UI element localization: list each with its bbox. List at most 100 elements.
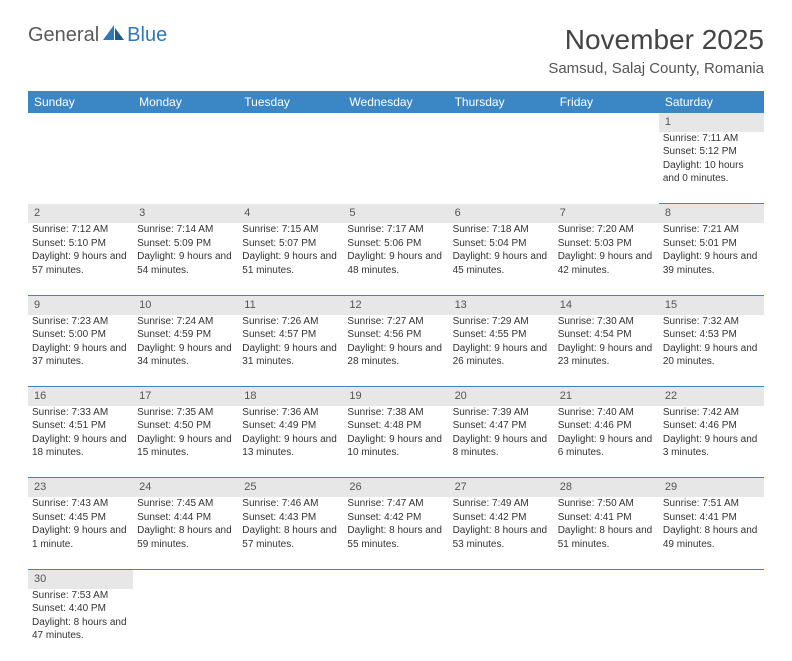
day-number: 11 — [238, 295, 343, 314]
day-cell: Sunrise: 7:23 AM Sunset: 5:00 PM Dayligh… — [28, 315, 133, 387]
day-number: 29 — [659, 478, 764, 497]
day-cell: Sunrise: 7:20 AM Sunset: 5:03 PM Dayligh… — [554, 223, 659, 295]
logo-text-blue: Blue — [127, 24, 167, 47]
day-number — [133, 569, 238, 588]
day-cell: Sunrise: 7:17 AM Sunset: 5:06 PM Dayligh… — [343, 223, 448, 295]
day-number: 22 — [659, 387, 764, 406]
daynum-row: 2345678 — [28, 204, 764, 223]
day-number: 20 — [449, 387, 554, 406]
day-cell — [28, 132, 133, 204]
day-cell: Sunrise: 7:35 AM Sunset: 4:50 PM Dayligh… — [133, 406, 238, 478]
day-cell: Sunrise: 7:50 AM Sunset: 4:41 PM Dayligh… — [554, 497, 659, 569]
day-cell: Sunrise: 7:30 AM Sunset: 4:54 PM Dayligh… — [554, 315, 659, 387]
day-cell: Sunrise: 7:46 AM Sunset: 4:43 PM Dayligh… — [238, 497, 343, 569]
day-number: 13 — [449, 295, 554, 314]
day-number: 25 — [238, 478, 343, 497]
day-data-row: Sunrise: 7:53 AM Sunset: 4:40 PM Dayligh… — [28, 589, 764, 661]
day-cell: Sunrise: 7:33 AM Sunset: 4:51 PM Dayligh… — [28, 406, 133, 478]
logo: General Blue — [28, 24, 167, 47]
day-cell: Sunrise: 7:18 AM Sunset: 5:04 PM Dayligh… — [449, 223, 554, 295]
page-title: November 2025 — [548, 24, 764, 56]
day-cell: Sunrise: 7:53 AM Sunset: 4:40 PM Dayligh… — [28, 589, 133, 661]
col-tuesday: Tuesday — [238, 91, 343, 113]
day-data-row: Sunrise: 7:12 AM Sunset: 5:10 PM Dayligh… — [28, 223, 764, 295]
day-number — [238, 569, 343, 588]
day-number — [28, 113, 133, 132]
day-cell: Sunrise: 7:38 AM Sunset: 4:48 PM Dayligh… — [343, 406, 448, 478]
day-cell: Sunrise: 7:27 AM Sunset: 4:56 PM Dayligh… — [343, 315, 448, 387]
day-number — [238, 113, 343, 132]
daynum-row: 16171819202122 — [28, 387, 764, 406]
day-cell — [343, 132, 448, 204]
day-number: 7 — [554, 204, 659, 223]
day-cell: Sunrise: 7:45 AM Sunset: 4:44 PM Dayligh… — [133, 497, 238, 569]
day-cell: Sunrise: 7:12 AM Sunset: 5:10 PM Dayligh… — [28, 223, 133, 295]
day-number — [343, 569, 448, 588]
day-number: 14 — [554, 295, 659, 314]
day-number: 8 — [659, 204, 764, 223]
location-subtitle: Samsud, Salaj County, Romania — [548, 60, 764, 77]
day-data-row: Sunrise: 7:33 AM Sunset: 4:51 PM Dayligh… — [28, 406, 764, 478]
day-data-row: Sunrise: 7:23 AM Sunset: 5:00 PM Dayligh… — [28, 315, 764, 387]
col-saturday: Saturday — [659, 91, 764, 113]
day-cell: Sunrise: 7:42 AM Sunset: 4:46 PM Dayligh… — [659, 406, 764, 478]
day-number: 21 — [554, 387, 659, 406]
calendar-table: Sunday Monday Tuesday Wednesday Thursday… — [28, 91, 764, 661]
day-number: 18 — [238, 387, 343, 406]
title-block: November 2025 Samsud, Salaj County, Roma… — [548, 24, 764, 77]
day-number: 6 — [449, 204, 554, 223]
day-cell: Sunrise: 7:40 AM Sunset: 4:46 PM Dayligh… — [554, 406, 659, 478]
day-number: 16 — [28, 387, 133, 406]
day-cell: Sunrise: 7:26 AM Sunset: 4:57 PM Dayligh… — [238, 315, 343, 387]
day-number — [554, 569, 659, 588]
day-number: 2 — [28, 204, 133, 223]
day-number: 19 — [343, 387, 448, 406]
day-number — [343, 113, 448, 132]
day-number: 5 — [343, 204, 448, 223]
day-cell: Sunrise: 7:29 AM Sunset: 4:55 PM Dayligh… — [449, 315, 554, 387]
header-row: General Blue November 2025 Samsud, Salaj… — [28, 24, 764, 77]
daynum-row: 23242526272829 — [28, 478, 764, 497]
day-cell: Sunrise: 7:36 AM Sunset: 4:49 PM Dayligh… — [238, 406, 343, 478]
day-number: 12 — [343, 295, 448, 314]
day-cell — [238, 589, 343, 661]
day-cell — [659, 589, 764, 661]
day-cell: Sunrise: 7:32 AM Sunset: 4:53 PM Dayligh… — [659, 315, 764, 387]
day-number: 10 — [133, 295, 238, 314]
day-number — [133, 113, 238, 132]
day-cell — [133, 132, 238, 204]
day-number — [554, 113, 659, 132]
day-cell: Sunrise: 7:49 AM Sunset: 4:42 PM Dayligh… — [449, 497, 554, 569]
day-cell — [343, 589, 448, 661]
day-number — [449, 113, 554, 132]
col-thursday: Thursday — [449, 91, 554, 113]
day-number — [449, 569, 554, 588]
day-cell — [554, 589, 659, 661]
day-cell: Sunrise: 7:15 AM Sunset: 5:07 PM Dayligh… — [238, 223, 343, 295]
day-cell — [449, 132, 554, 204]
day-data-row: Sunrise: 7:11 AM Sunset: 5:12 PM Dayligh… — [28, 132, 764, 204]
day-number: 3 — [133, 204, 238, 223]
day-cell — [554, 132, 659, 204]
day-cell: Sunrise: 7:24 AM Sunset: 4:59 PM Dayligh… — [133, 315, 238, 387]
daynum-row: 1 — [28, 113, 764, 132]
col-wednesday: Wednesday — [343, 91, 448, 113]
col-monday: Monday — [133, 91, 238, 113]
daynum-row: 30 — [28, 569, 764, 588]
day-cell — [449, 589, 554, 661]
daynum-row: 9101112131415 — [28, 295, 764, 314]
day-number: 27 — [449, 478, 554, 497]
day-number: 30 — [28, 569, 133, 588]
day-cell — [238, 132, 343, 204]
day-number: 17 — [133, 387, 238, 406]
day-number: 28 — [554, 478, 659, 497]
col-sunday: Sunday — [28, 91, 133, 113]
day-cell: Sunrise: 7:43 AM Sunset: 4:45 PM Dayligh… — [28, 497, 133, 569]
day-number: 24 — [133, 478, 238, 497]
day-cell: Sunrise: 7:47 AM Sunset: 4:42 PM Dayligh… — [343, 497, 448, 569]
day-cell — [133, 589, 238, 661]
day-number: 1 — [659, 113, 764, 132]
day-number: 15 — [659, 295, 764, 314]
day-cell: Sunrise: 7:14 AM Sunset: 5:09 PM Dayligh… — [133, 223, 238, 295]
day-cell: Sunrise: 7:39 AM Sunset: 4:47 PM Dayligh… — [449, 406, 554, 478]
